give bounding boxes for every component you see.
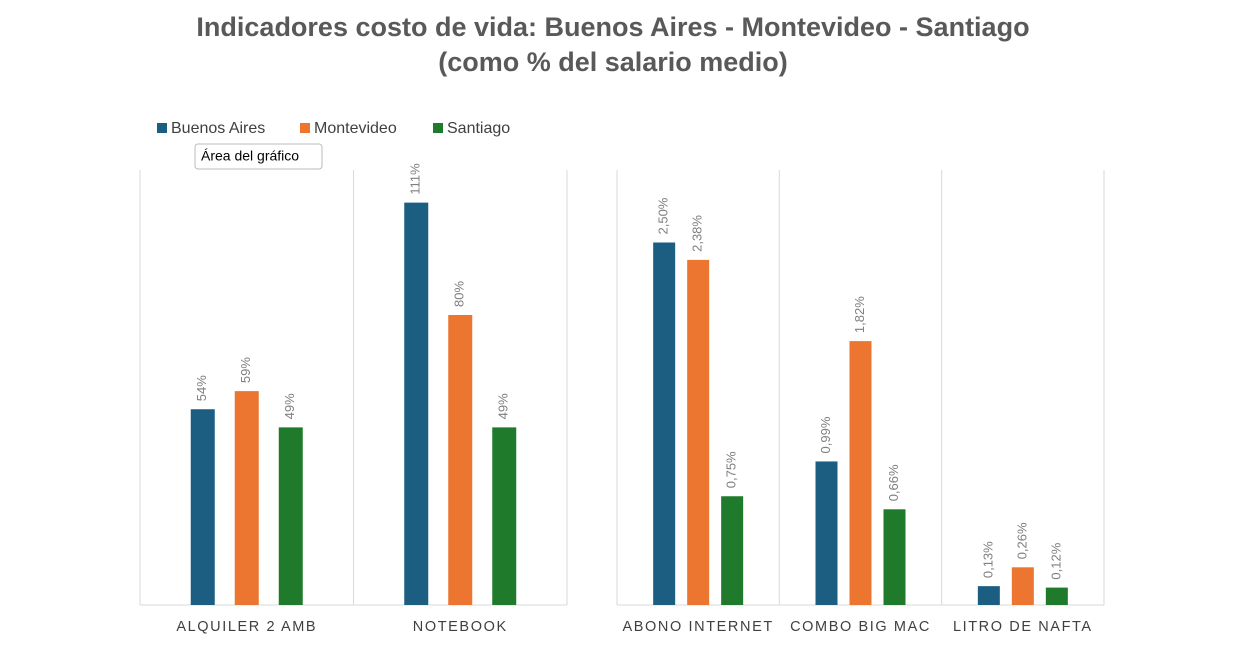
bar [448, 315, 473, 605]
value-label: 111% [408, 163, 423, 195]
value-label: 1,82% [852, 296, 867, 333]
tooltip-box [194, 143, 323, 170]
bar [278, 427, 303, 605]
bar [653, 242, 676, 605]
value-label: 0,99% [818, 416, 833, 453]
bar [849, 341, 872, 605]
legend-label: Buenos Aires [171, 120, 265, 137]
chart-subtitle: (como % del salario medio) [438, 47, 788, 77]
legend-swatch [300, 123, 310, 133]
legend-label: Montevideo [314, 120, 397, 137]
bar [492, 427, 517, 605]
bar [1011, 567, 1034, 605]
x-tick-label: LITRO DE NAFTA [953, 619, 1093, 635]
value-label: 0,26% [1014, 522, 1029, 559]
value-label: 2,50% [656, 197, 671, 234]
value-label: 80% [452, 281, 467, 307]
x-tick-label: ALQUILER 2 AMB [176, 619, 317, 635]
legend-swatch [433, 123, 443, 133]
x-tick-label: COMBO BIG MAC [790, 619, 931, 635]
bar [190, 409, 215, 605]
tooltip: Área del gráfico [201, 148, 299, 164]
legend-swatch [157, 123, 167, 133]
legend-label: Santiago [447, 120, 510, 137]
bar [404, 202, 429, 605]
value-label: 54% [194, 375, 209, 401]
bar [883, 509, 906, 605]
value-label: 0,66% [886, 464, 901, 501]
value-label: 2,38% [690, 215, 705, 252]
value-label: 0,13% [980, 541, 995, 578]
chart-title: Indicadores costo de vida: Buenos Aires … [196, 12, 1029, 42]
bar [687, 259, 710, 605]
bar [1045, 587, 1068, 605]
x-tick-label: NOTEBOOK [413, 619, 508, 635]
value-label: 0,75% [724, 451, 739, 488]
bar [815, 461, 838, 605]
bar [721, 496, 744, 605]
value-label: 49% [496, 393, 511, 419]
x-tick-label: ABONO INTERNET [623, 619, 774, 635]
bar [977, 586, 1000, 605]
bar [234, 391, 259, 605]
value-label: 0,12% [1048, 542, 1063, 579]
value-label: 49% [282, 393, 297, 419]
value-label: 59% [238, 357, 253, 383]
